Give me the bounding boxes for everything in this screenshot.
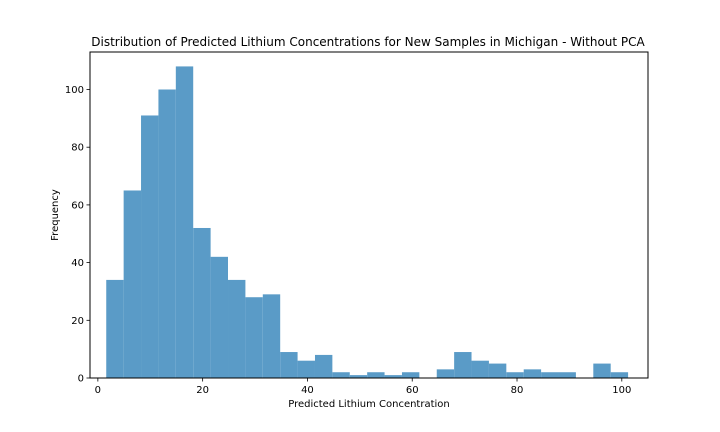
bars-group [106, 66, 629, 379]
histogram-bar [175, 66, 194, 379]
histogram-bar [506, 372, 524, 378]
histogram-bar [332, 372, 350, 378]
histogram-bar [436, 369, 455, 378]
x-tick-label: 40 [301, 385, 314, 396]
chart-title: Distribution of Predicted Lithium Concen… [91, 35, 645, 49]
histogram-bar [454, 352, 472, 378]
y-tick-label: 60 [71, 200, 84, 211]
histogram-bar [367, 372, 385, 378]
histogram-bar [488, 363, 507, 378]
histogram-bar [541, 372, 559, 378]
x-tick-label: 100 [612, 385, 631, 396]
histogram-bar [123, 190, 142, 378]
y-tick-label: 0 [78, 374, 84, 385]
y-tick-label: 40 [71, 258, 84, 269]
y-axis: 0 20 40 60 80 100 [65, 85, 90, 385]
histogram-bar [280, 352, 298, 378]
x-tick-label: 60 [406, 385, 419, 396]
y-tick-label: 80 [71, 143, 84, 154]
x-axis: 0 20 40 60 80 100 [95, 378, 631, 396]
x-axis-label: Predicted Lithium Concentration [288, 399, 450, 410]
histogram-bar [193, 227, 211, 378]
histogram-bar [349, 375, 368, 378]
histogram-bar [523, 369, 542, 378]
histogram-bar [158, 89, 176, 378]
histogram-bar [593, 363, 611, 378]
y-tick-label: 100 [65, 85, 84, 96]
plot-frame [89, 51, 649, 379]
x-tick-label: 80 [511, 385, 524, 396]
histogram-bar [471, 360, 489, 378]
x-tick-label: 20 [196, 385, 209, 396]
histogram-bar [610, 372, 629, 378]
y-tick-label: 20 [71, 316, 84, 327]
histogram-bar [210, 256, 228, 378]
histogram-bar [297, 360, 315, 378]
histogram-bar [141, 115, 159, 378]
histogram-bar [262, 294, 281, 378]
histogram-bar [314, 354, 333, 378]
histogram-bar [228, 279, 246, 378]
histogram-bar [245, 297, 263, 378]
histogram-bar [401, 372, 420, 378]
histogram-bar [384, 375, 402, 378]
x-tick-label: 0 [95, 385, 101, 396]
histogram-bar [558, 372, 576, 378]
histogram-bar [106, 279, 124, 378]
y-axis-label: Frequency [50, 189, 61, 241]
